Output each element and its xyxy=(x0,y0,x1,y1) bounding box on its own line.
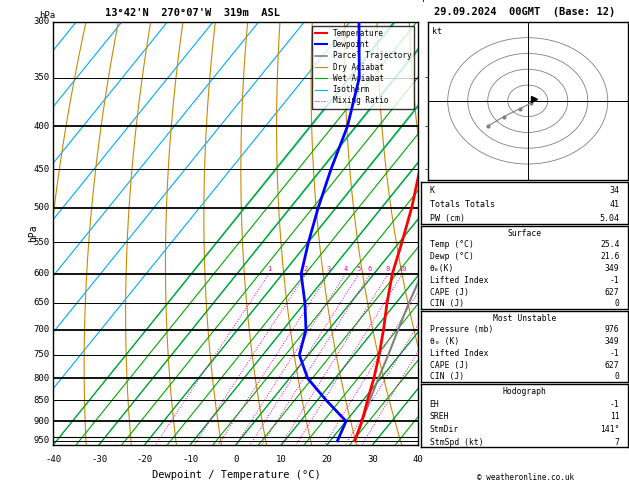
Text: Dewp (°C): Dewp (°C) xyxy=(430,252,474,261)
Text: 627: 627 xyxy=(605,288,620,296)
Text: -1: -1 xyxy=(610,276,620,285)
Text: θₑ (K): θₑ (K) xyxy=(430,337,459,346)
Text: 976: 976 xyxy=(605,325,620,334)
Text: Totals Totals: Totals Totals xyxy=(430,200,494,209)
Text: CIN (J): CIN (J) xyxy=(430,372,464,382)
Text: -7: -7 xyxy=(424,122,435,131)
Text: 4: 4 xyxy=(343,266,348,272)
Text: kt: kt xyxy=(431,27,442,35)
Text: hPa: hPa xyxy=(28,225,38,242)
Text: Pressure (mb): Pressure (mb) xyxy=(430,325,493,334)
Text: Most Unstable: Most Unstable xyxy=(493,313,556,323)
Text: -1: -1 xyxy=(610,349,620,358)
Text: -1: -1 xyxy=(424,417,435,426)
Legend: Temperature, Dewpoint, Parcel Trajectory, Dry Adiabat, Wet Adiabat, Isotherm, Mi: Temperature, Dewpoint, Parcel Trajectory… xyxy=(312,26,415,108)
Text: 0: 0 xyxy=(615,299,620,309)
Text: 950: 950 xyxy=(34,436,50,445)
Text: 550: 550 xyxy=(34,238,50,247)
Text: Hodograph: Hodograph xyxy=(503,387,547,396)
Text: -1: -1 xyxy=(610,399,620,409)
Text: hPa: hPa xyxy=(39,11,55,20)
Text: -8: -8 xyxy=(424,73,435,83)
Text: 600: 600 xyxy=(34,269,50,278)
Text: 750: 750 xyxy=(34,350,50,360)
Text: 500: 500 xyxy=(34,203,50,212)
Text: CAPE (J): CAPE (J) xyxy=(430,288,469,296)
Text: 11: 11 xyxy=(610,412,620,421)
Text: Surface: Surface xyxy=(508,228,542,238)
Text: -3: -3 xyxy=(424,325,435,334)
Text: 8: 8 xyxy=(386,266,390,272)
Text: 450: 450 xyxy=(34,165,50,174)
Text: 800: 800 xyxy=(34,374,50,383)
Text: Temp (°C): Temp (°C) xyxy=(430,241,474,249)
Text: 2: 2 xyxy=(304,266,308,272)
Text: -5: -5 xyxy=(424,203,435,212)
Text: 349: 349 xyxy=(605,337,620,346)
Text: LCL: LCL xyxy=(424,433,438,442)
Text: SREH: SREH xyxy=(430,412,449,421)
Text: Lifted Index: Lifted Index xyxy=(430,276,488,285)
Text: 13°42'N  270°07'W  319m  ASL: 13°42'N 270°07'W 319m ASL xyxy=(104,8,280,17)
Text: 41: 41 xyxy=(610,200,620,209)
Text: Dewpoint / Temperature (°C): Dewpoint / Temperature (°C) xyxy=(152,470,320,480)
Text: -4: -4 xyxy=(424,269,435,278)
Text: -40: -40 xyxy=(45,455,62,464)
Text: Lifted Index: Lifted Index xyxy=(430,349,488,358)
Text: -2: -2 xyxy=(424,374,435,383)
Text: 349: 349 xyxy=(605,264,620,273)
Text: 7: 7 xyxy=(615,437,620,447)
Text: 5.04: 5.04 xyxy=(599,213,620,223)
Text: 20: 20 xyxy=(321,455,333,464)
Text: EH: EH xyxy=(430,399,440,409)
Text: StmDir: StmDir xyxy=(430,425,459,434)
Text: 34: 34 xyxy=(610,186,620,195)
Text: Mixing Ratio (g/kg): Mixing Ratio (g/kg) xyxy=(450,253,459,341)
Text: 0: 0 xyxy=(615,372,620,382)
Text: 700: 700 xyxy=(34,325,50,334)
Text: 350: 350 xyxy=(34,73,50,83)
Text: 10: 10 xyxy=(276,455,287,464)
Text: © weatheronline.co.uk: © weatheronline.co.uk xyxy=(477,473,574,482)
Text: PW (cm): PW (cm) xyxy=(430,213,465,223)
Text: 25.4: 25.4 xyxy=(600,241,620,249)
Text: 627: 627 xyxy=(605,361,620,369)
Text: 5: 5 xyxy=(357,266,361,272)
Text: 400: 400 xyxy=(34,122,50,131)
Text: km
ASL: km ASL xyxy=(422,0,437,20)
Text: 10: 10 xyxy=(398,266,407,272)
Text: StmSpd (kt): StmSpd (kt) xyxy=(430,437,483,447)
Text: -30: -30 xyxy=(91,455,107,464)
Text: 850: 850 xyxy=(34,396,50,405)
Text: 21.6: 21.6 xyxy=(600,252,620,261)
Text: 1: 1 xyxy=(267,266,271,272)
Text: 0: 0 xyxy=(233,455,238,464)
Text: CAPE (J): CAPE (J) xyxy=(430,361,469,369)
Text: 29.09.2024  00GMT  (Base: 12): 29.09.2024 00GMT (Base: 12) xyxy=(434,7,615,17)
Text: 40: 40 xyxy=(413,455,424,464)
Text: K: K xyxy=(430,186,435,195)
Text: 3: 3 xyxy=(326,266,331,272)
Text: -6: -6 xyxy=(424,165,435,174)
Text: 6: 6 xyxy=(368,266,372,272)
Text: 900: 900 xyxy=(34,417,50,426)
Text: CIN (J): CIN (J) xyxy=(430,299,464,309)
Text: 300: 300 xyxy=(34,17,50,26)
Text: 650: 650 xyxy=(34,298,50,308)
Text: θₑ(K): θₑ(K) xyxy=(430,264,454,273)
Text: -20: -20 xyxy=(136,455,153,464)
Text: 30: 30 xyxy=(367,455,378,464)
Text: 141°: 141° xyxy=(600,425,620,434)
Text: -10: -10 xyxy=(182,455,198,464)
